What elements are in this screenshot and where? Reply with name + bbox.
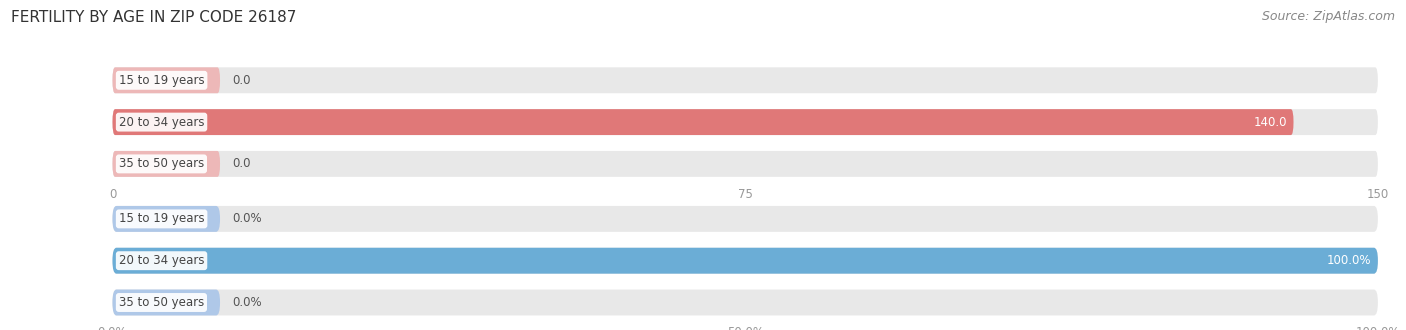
FancyBboxPatch shape (112, 248, 1378, 274)
FancyBboxPatch shape (112, 67, 221, 93)
Text: 0.0%: 0.0% (233, 213, 263, 225)
FancyBboxPatch shape (112, 206, 1378, 232)
Text: 0.0%: 0.0% (233, 296, 263, 309)
FancyBboxPatch shape (112, 67, 1378, 93)
Text: 35 to 50 years: 35 to 50 years (118, 296, 204, 309)
Text: 20 to 34 years: 20 to 34 years (118, 254, 204, 267)
FancyBboxPatch shape (112, 248, 1378, 274)
Text: 20 to 34 years: 20 to 34 years (118, 115, 204, 129)
FancyBboxPatch shape (112, 289, 1378, 315)
Text: Source: ZipAtlas.com: Source: ZipAtlas.com (1261, 10, 1395, 23)
FancyBboxPatch shape (112, 109, 1378, 135)
Text: 100.0%: 100.0% (1327, 254, 1371, 267)
FancyBboxPatch shape (112, 206, 219, 232)
Text: FERTILITY BY AGE IN ZIP CODE 26187: FERTILITY BY AGE IN ZIP CODE 26187 (11, 10, 297, 25)
Text: 0.0: 0.0 (233, 74, 252, 87)
Text: 15 to 19 years: 15 to 19 years (118, 213, 204, 225)
Text: 0.0: 0.0 (233, 157, 252, 170)
Text: 35 to 50 years: 35 to 50 years (118, 157, 204, 170)
Text: 140.0: 140.0 (1254, 115, 1288, 129)
FancyBboxPatch shape (112, 151, 1378, 177)
Text: 15 to 19 years: 15 to 19 years (118, 74, 204, 87)
FancyBboxPatch shape (112, 109, 1294, 135)
FancyBboxPatch shape (112, 151, 221, 177)
FancyBboxPatch shape (112, 289, 219, 315)
